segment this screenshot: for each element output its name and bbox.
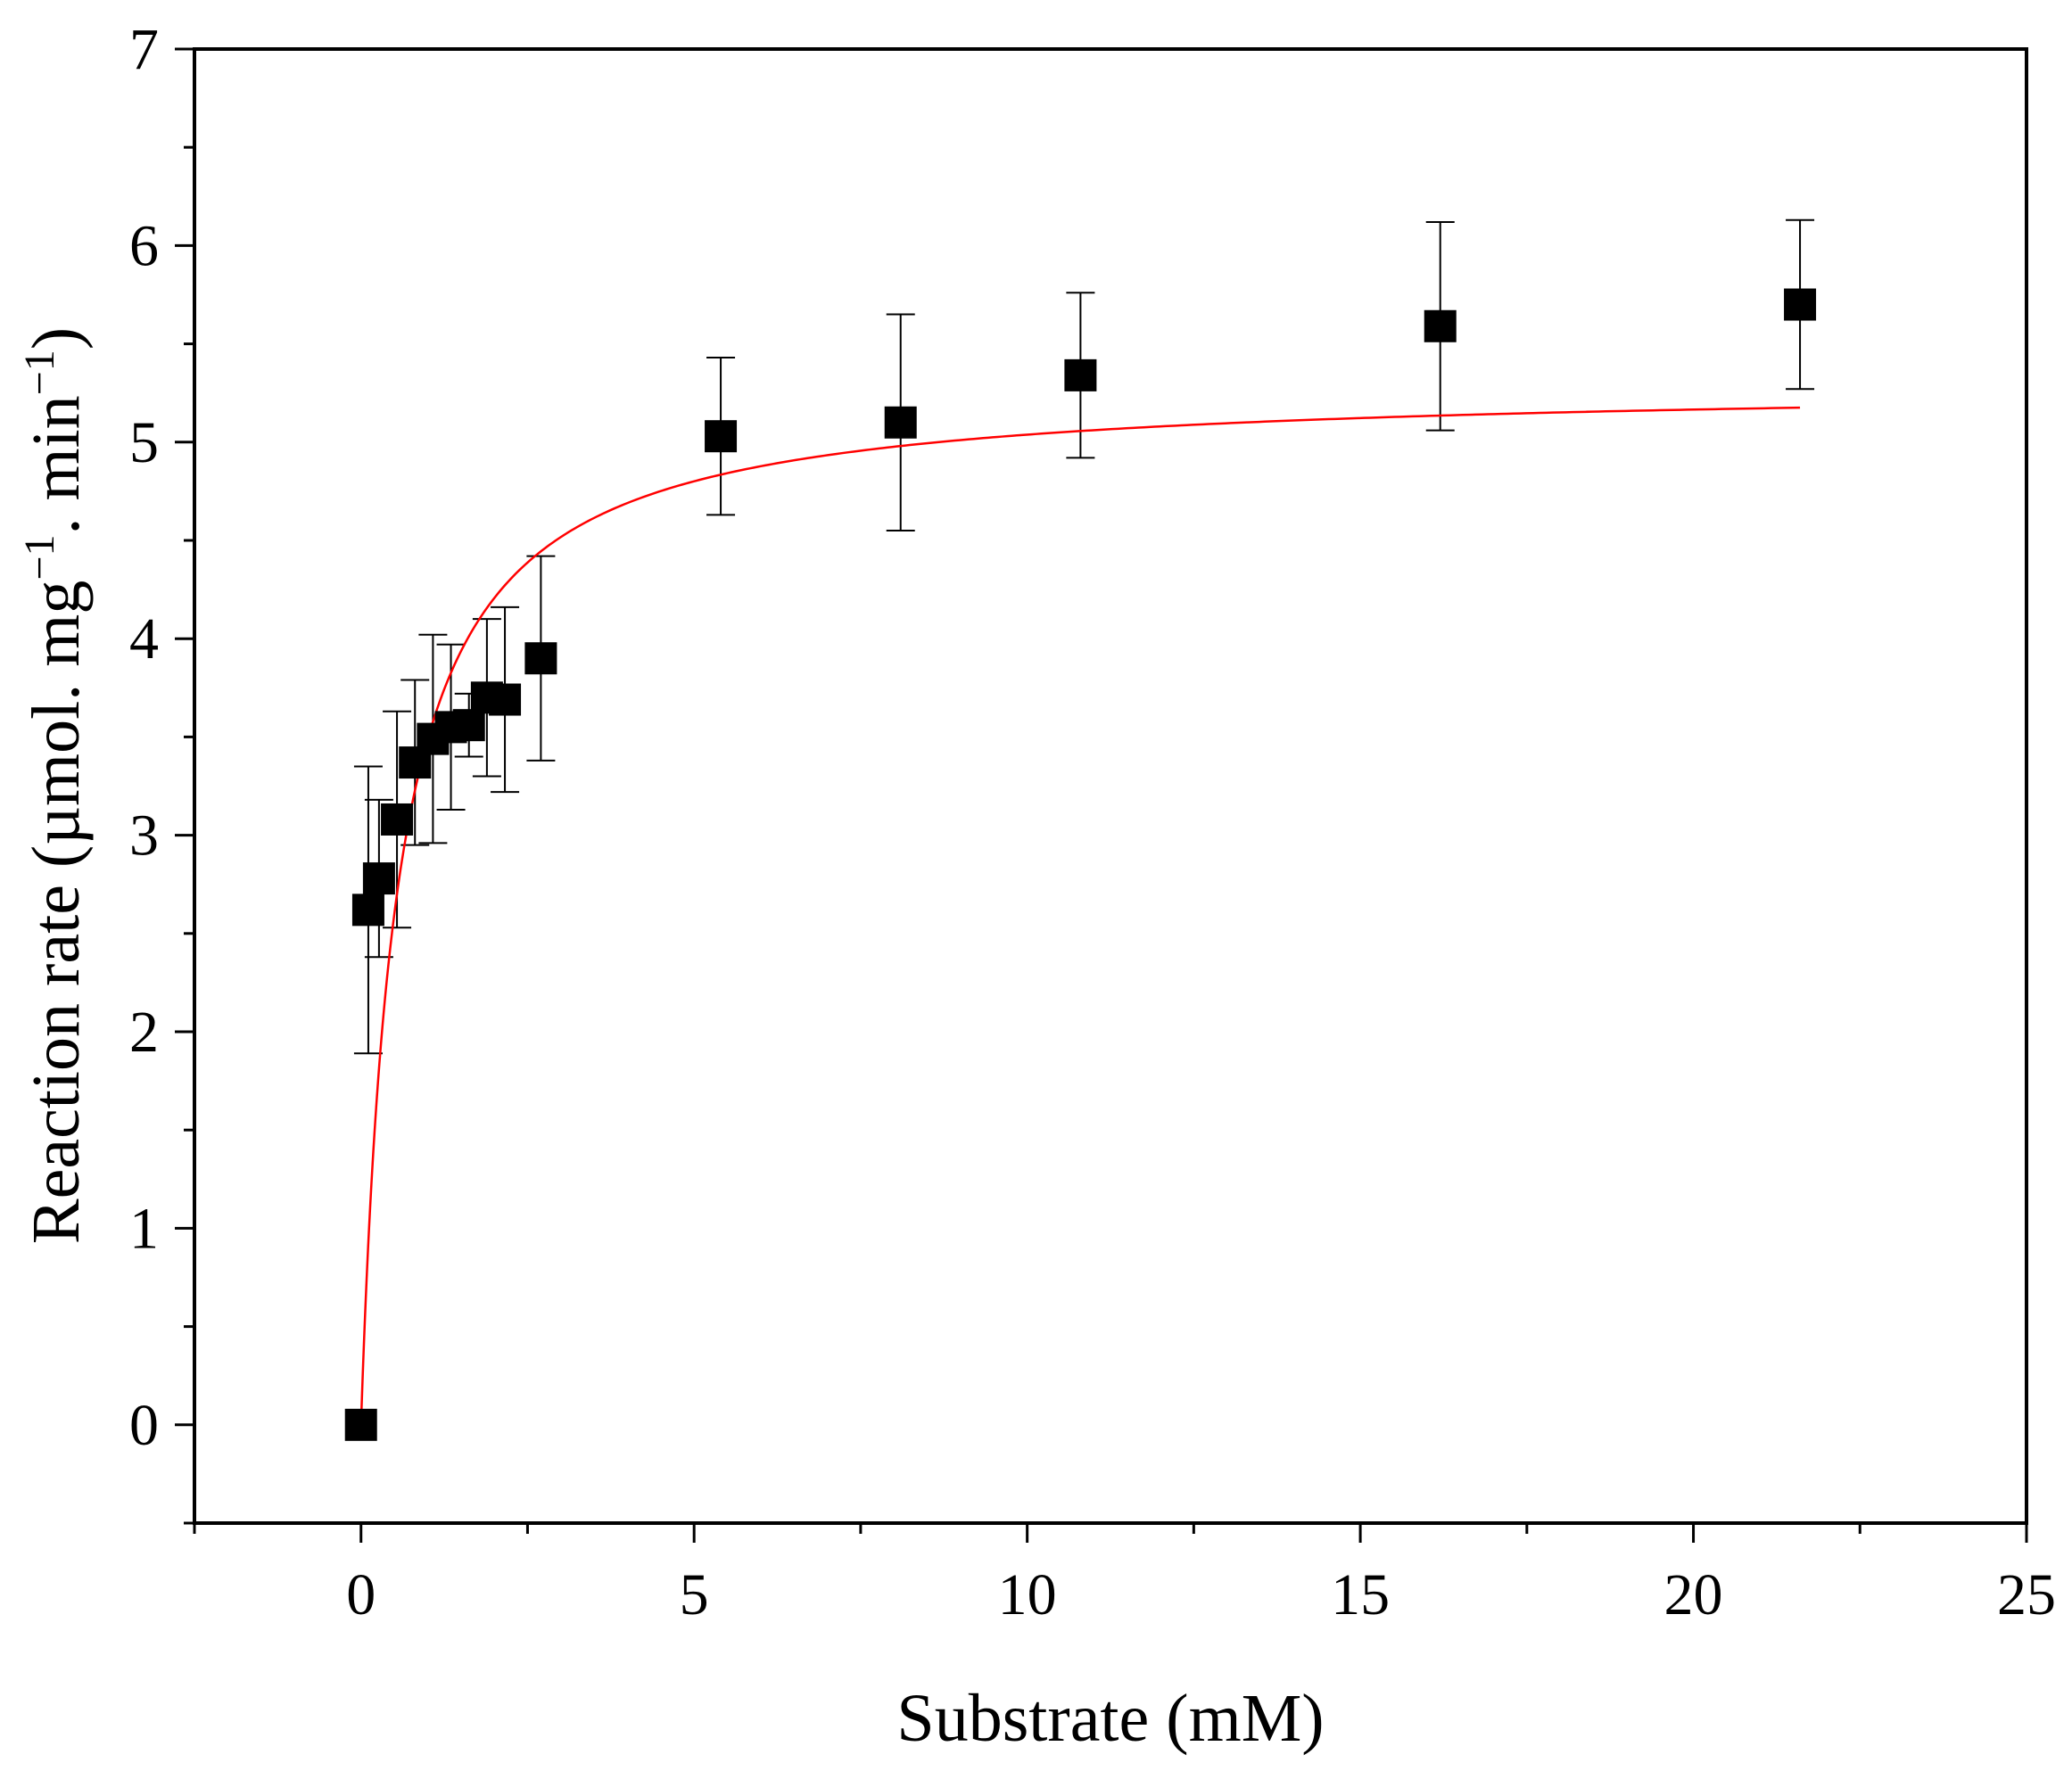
y-tick-label: 7: [129, 17, 159, 82]
x-axis-title: Substrate (mM): [896, 1681, 1324, 1756]
data-markers: [344, 288, 1817, 1441]
data-point-marker: [1784, 288, 1817, 321]
y-tick-label: 4: [129, 606, 159, 671]
x-tick-label: 5: [680, 1562, 709, 1627]
y-axis-title-sup2: −1: [16, 350, 63, 395]
y-tick-label: 3: [129, 803, 159, 869]
data-point-marker: [884, 406, 917, 439]
y-tick-label: 1: [129, 1196, 159, 1261]
data-point-marker: [344, 1408, 377, 1441]
x-tick-label: 0: [346, 1562, 376, 1627]
plot-area-frame: [193, 47, 2028, 1525]
y-tick-label: 0: [129, 1393, 159, 1458]
x-tick-label: 10: [998, 1562, 1057, 1627]
x-tick-label: 20: [1664, 1562, 1723, 1627]
y-tick-label: 2: [129, 1000, 159, 1065]
data-point-marker: [524, 642, 557, 675]
data-point-marker: [705, 420, 738, 453]
data-point-marker: [362, 862, 395, 895]
x-axis-ticks: 0 5 10 15 20 25: [193, 1523, 2056, 1627]
data-point-marker: [1424, 309, 1457, 342]
y-axis-title-end: ): [19, 327, 94, 350]
data-point-marker: [452, 709, 485, 742]
y-tick-label: 6: [129, 213, 159, 278]
fit-curve: [359, 406, 1801, 1425]
y-axis-title-main: Reaction rate (µmol. mg: [19, 581, 94, 1244]
data-point-marker: [351, 894, 384, 927]
y-axis-ticks: 0 1 2 3 4 5 6 7: [129, 17, 194, 1525]
y-axis-title-sup1: −1: [16, 535, 63, 581]
x-tick-label: 25: [1997, 1562, 2056, 1627]
y-tick-label: 5: [129, 410, 159, 475]
x-tick-label: 15: [1331, 1562, 1390, 1627]
data-point-marker: [489, 683, 522, 716]
data-point-marker: [1064, 358, 1097, 391]
data-point-marker: [381, 803, 414, 836]
y-axis-title: Reaction rate (µmol. mg−1. min−1): [16, 327, 94, 1244]
y-axis-title-middle: . min: [19, 395, 94, 534]
error-bars: [353, 218, 1815, 1055]
